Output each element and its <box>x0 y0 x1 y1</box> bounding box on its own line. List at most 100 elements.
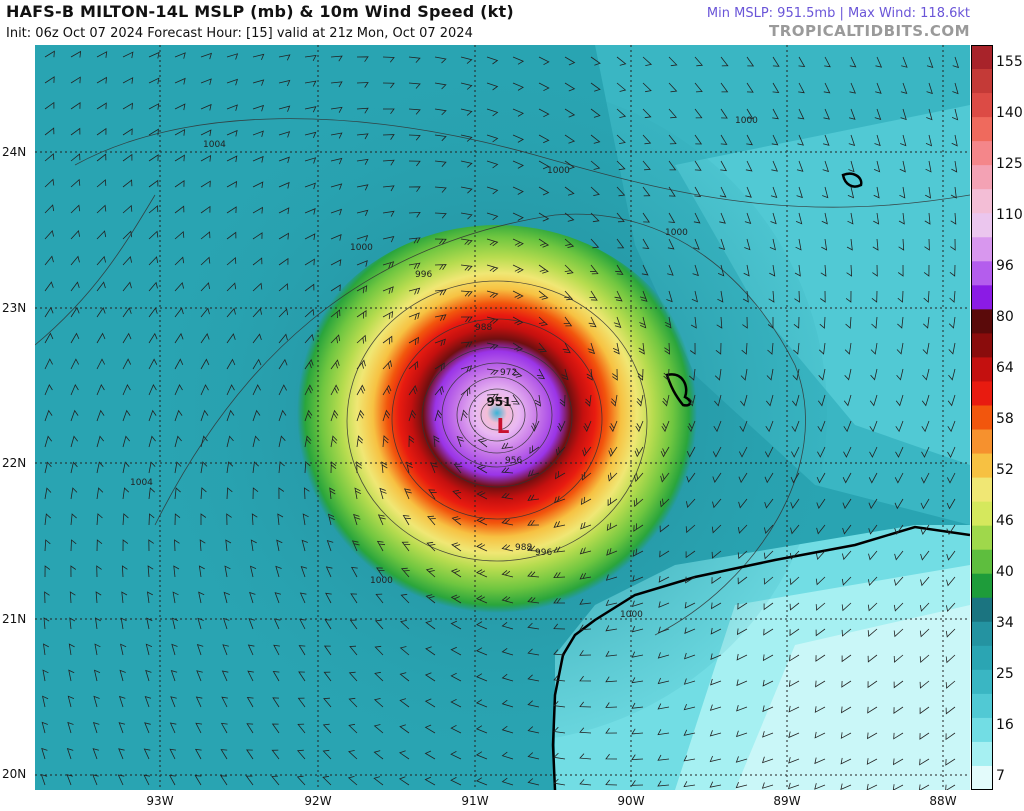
wind-barb <box>579 727 592 734</box>
wind-barb <box>663 368 670 381</box>
wind-barb <box>96 435 105 448</box>
wind-barb <box>579 650 592 656</box>
wind-barb <box>226 487 233 500</box>
wind-barb <box>661 420 670 433</box>
wind-barb <box>252 308 262 318</box>
wind-barb <box>122 51 134 59</box>
colorbar-swatch <box>971 117 993 142</box>
wind-barb <box>642 82 652 93</box>
wind-barb <box>605 599 618 606</box>
wind-barb <box>96 513 103 526</box>
wind-barb <box>401 541 411 552</box>
wind-barb <box>460 264 473 271</box>
lat-label-23n: 23N <box>2 301 27 315</box>
wind-barb <box>373 776 384 786</box>
wind-barb <box>694 56 704 67</box>
wind-barb <box>664 342 671 355</box>
wind-barb <box>867 706 878 714</box>
wind-barb <box>531 420 540 432</box>
wind-barb <box>94 617 101 630</box>
wind-barb <box>148 487 155 500</box>
wind-barb <box>920 498 930 510</box>
wind-barb <box>845 290 852 303</box>
wind-barb <box>897 264 904 277</box>
wind-barb <box>226 155 238 163</box>
wind-barb <box>948 316 956 329</box>
colorbar-swatch <box>971 549 993 575</box>
wind-barb <box>683 729 696 736</box>
wind-barb <box>720 160 728 172</box>
wind-barb <box>96 102 107 110</box>
wind-barb <box>842 524 852 535</box>
wind-barb <box>712 446 722 458</box>
wind-barb <box>501 518 514 526</box>
wind-barb <box>330 409 339 422</box>
wind-barb <box>70 461 78 474</box>
wind-barb <box>475 777 488 786</box>
wind-barb <box>147 565 154 578</box>
wind-barb <box>579 779 592 786</box>
wind-barb <box>822 134 830 146</box>
colorbar-label-80: 80 <box>996 309 1014 325</box>
wind-barb <box>434 108 447 116</box>
wind-barb <box>841 654 852 663</box>
colorbar-swatch <box>971 285 993 310</box>
wind-barb <box>42 695 49 708</box>
wind-barb <box>765 394 774 407</box>
wind-barb <box>382 435 389 448</box>
wind-barb <box>96 281 106 292</box>
wind-barb <box>460 134 473 142</box>
wind-barb <box>798 82 805 94</box>
wind-barb <box>683 755 696 762</box>
wind-barb <box>198 591 205 604</box>
wind-barb <box>952 82 959 95</box>
wind-barb <box>70 539 77 552</box>
wind-barb <box>841 602 852 612</box>
wind-barb <box>561 368 569 381</box>
wind-barb <box>737 524 748 534</box>
wind-barb <box>174 409 183 422</box>
wind-barb <box>174 384 183 396</box>
wind-barb <box>70 76 81 84</box>
wind-barb <box>527 545 540 552</box>
wind-barb <box>353 513 361 526</box>
wind-barb <box>379 487 387 500</box>
wind-barb <box>512 134 524 143</box>
wind-barb <box>271 775 280 786</box>
wind-barb <box>174 281 184 292</box>
wind-barb <box>70 565 77 578</box>
wind-barb <box>814 731 826 739</box>
wind-barb <box>843 446 852 458</box>
wind-barb <box>330 106 343 113</box>
wind-barb <box>375 593 384 604</box>
wind-barb <box>686 446 696 458</box>
wind-barb <box>301 539 308 552</box>
wind-barb <box>590 186 600 196</box>
wind-barb <box>252 232 263 240</box>
wind-barb <box>875 82 882 94</box>
wind-barb <box>538 264 549 274</box>
wind-barb <box>272 671 280 682</box>
wind-barb <box>795 238 802 251</box>
wind-barb <box>846 264 853 277</box>
wind-barb <box>70 50 82 58</box>
wind-barb <box>200 129 212 137</box>
wind-barb <box>763 628 774 636</box>
wind-barb <box>356 310 367 319</box>
wind-barb <box>612 368 618 381</box>
wind-barb <box>867 654 878 663</box>
wind-barb <box>894 550 904 561</box>
wind-barb <box>948 342 956 355</box>
wind-barb <box>764 524 774 535</box>
wind-barb <box>44 565 51 578</box>
isobar-label: 1000 <box>370 576 393 586</box>
wind-barb <box>451 516 462 526</box>
wind-barb <box>96 409 105 422</box>
wind-barb <box>174 154 185 162</box>
wind-barb <box>246 749 254 760</box>
wind-barb <box>356 158 369 165</box>
wind-barb <box>553 495 566 504</box>
wind-barb <box>278 461 285 474</box>
wind-barb <box>867 602 878 612</box>
wind-barb <box>789 602 800 611</box>
